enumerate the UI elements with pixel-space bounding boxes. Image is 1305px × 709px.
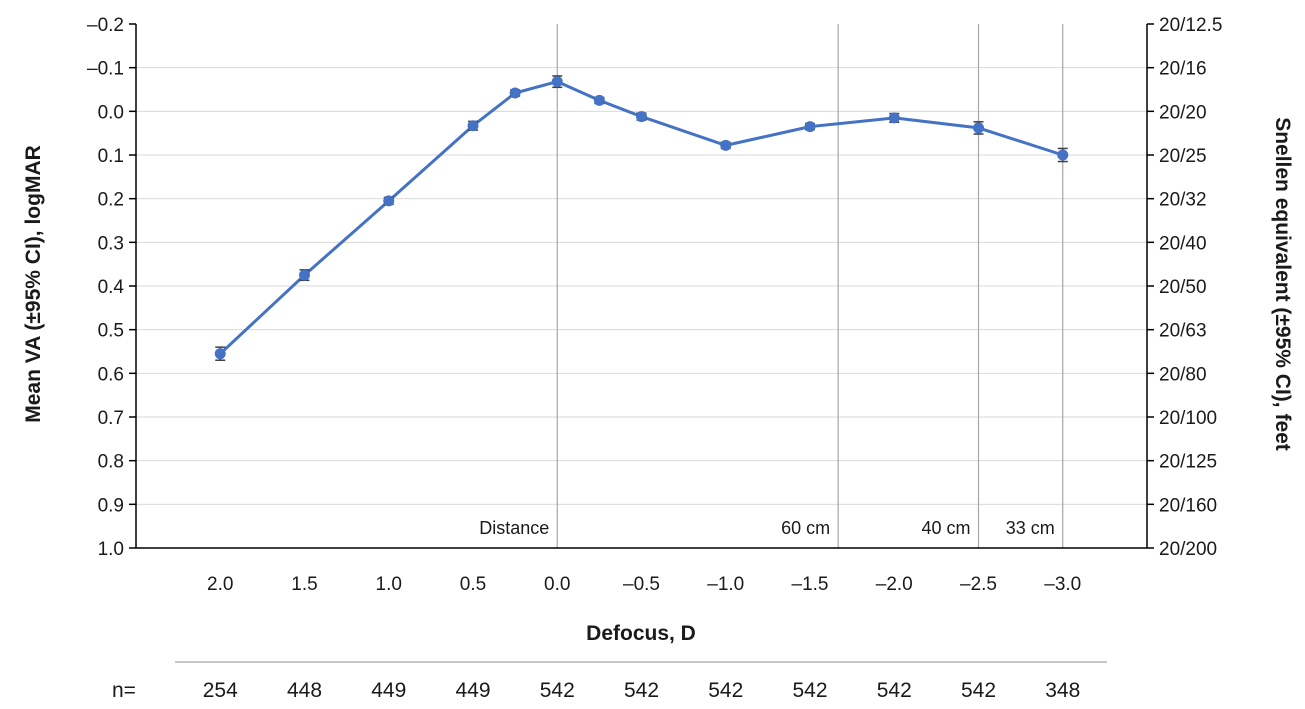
data-point	[720, 139, 732, 151]
data-point	[299, 269, 310, 281]
n-value: 449	[371, 679, 406, 702]
y-tick-label: 0.9	[98, 495, 124, 516]
n-value: 254	[203, 679, 238, 702]
y-tick-label: 0.4	[98, 277, 125, 298]
y-tick-label: 0.3	[98, 233, 124, 254]
x-tick-label: 2.0	[207, 574, 233, 595]
y-tick-label: 0.6	[98, 364, 124, 385]
data-point	[593, 94, 605, 106]
y2-tick-label: 20/63	[1159, 321, 1207, 342]
data-point	[973, 122, 984, 134]
n-value: 542	[708, 679, 743, 702]
y2-tick-label: 20/160	[1159, 495, 1217, 516]
y2-tick-label: 20/25	[1159, 146, 1207, 167]
n-values: 254 448 449 449 542 542 542 542 542 542 348	[203, 679, 1081, 702]
data-point	[551, 76, 563, 88]
y2-tick-label: 20/200	[1159, 539, 1217, 560]
x-tick-label: 1.0	[376, 574, 402, 595]
y-tick-label: 0.1	[98, 146, 124, 167]
reference-line-label: 60 cm	[781, 518, 830, 538]
x-tick-label: 0.0	[544, 574, 570, 595]
y-tick-label: –0.2	[87, 15, 124, 36]
reference-line-label: Distance	[479, 518, 549, 538]
axes	[129, 23, 1154, 549]
x-tick-label: –2.5	[960, 574, 997, 595]
data-point	[467, 120, 479, 132]
y2-tick-label: 20/40	[1159, 233, 1207, 254]
data-point	[636, 111, 647, 123]
x-tick-label: 0.5	[460, 574, 486, 595]
n-value: 449	[455, 679, 490, 702]
y2-tick-label: 20/50	[1159, 277, 1207, 298]
y-tick-label: 1.0	[98, 539, 124, 560]
x-tick-label: –2.0	[876, 574, 913, 595]
reference-line-label: 33 cm	[1006, 518, 1055, 538]
y2-tick-label: 20/12.5	[1159, 15, 1222, 36]
series-layer	[214, 75, 1069, 361]
n-value: 542	[792, 679, 827, 702]
reference-line-label: 40 cm	[921, 518, 970, 538]
data-point	[214, 348, 226, 360]
y2-tick-label: 20/16	[1159, 59, 1207, 80]
y-tick-label: 0.7	[98, 408, 124, 429]
series-line	[219, 80, 1064, 355]
n-label: n=	[112, 679, 136, 702]
y2-tick-label: 20/100	[1159, 408, 1217, 429]
reference-lines	[556, 24, 1064, 548]
n-value: 542	[877, 679, 912, 702]
x-tick-label: 1.5	[291, 574, 317, 595]
y-tick-label: –0.1	[87, 59, 124, 80]
y-axis-title: Mean VA (±95% CI), logMAR	[22, 145, 45, 423]
n-value: 448	[287, 679, 322, 702]
x-tick-label: –3.0	[1044, 574, 1081, 595]
x-tick-label: –1.5	[792, 574, 829, 595]
x-axis-title: Defocus, D	[586, 622, 696, 645]
data-point	[804, 121, 816, 133]
y-tick-label: 0.2	[98, 190, 124, 211]
n-value: 542	[540, 679, 575, 702]
x-tick-label: –0.5	[623, 574, 660, 595]
n-value: 542	[624, 679, 659, 702]
y2-tick-label: 20/32	[1159, 190, 1207, 211]
labels: –0.2 20/12.5 –0.1 20/16 0.0 20/20 0.1 20/25 0.2 2…	[87, 15, 1222, 595]
data-point	[1057, 149, 1069, 161]
y2-tick-label: 20/20	[1159, 102, 1207, 123]
y-tick-label: 0.5	[98, 321, 124, 342]
data-point	[888, 112, 900, 124]
y2-axis-title: Snellen equivalent (±95% CI), feet	[1271, 117, 1294, 451]
x-tick-label: –1.0	[707, 574, 744, 595]
n-value: 542	[961, 679, 996, 702]
y-tick-label: 0.0	[98, 102, 124, 123]
y2-tick-label: 20/80	[1159, 364, 1207, 385]
data-point	[383, 195, 395, 207]
data-point	[509, 87, 521, 99]
y-tick-label: 0.8	[98, 452, 124, 473]
y2-tick-label: 20/125	[1159, 452, 1217, 473]
n-value: 348	[1045, 679, 1080, 702]
